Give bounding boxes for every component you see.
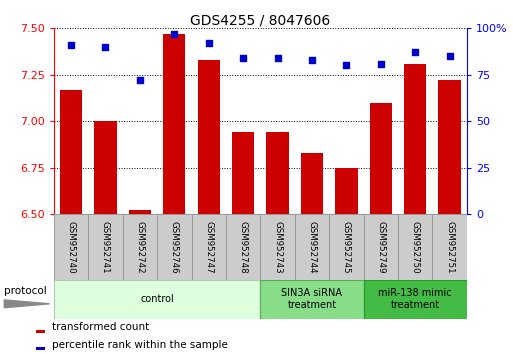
Point — [102, 44, 110, 50]
Point — [308, 57, 316, 63]
Point — [170, 31, 179, 37]
Bar — [191, 214, 226, 280]
Bar — [36, 347, 45, 350]
Bar — [36, 330, 45, 333]
Text: miR-138 mimic
treatment: miR-138 mimic treatment — [379, 288, 452, 310]
Text: GSM952740: GSM952740 — [67, 221, 75, 273]
Text: GSM952749: GSM952749 — [377, 221, 385, 273]
Text: GSM952745: GSM952745 — [342, 221, 351, 273]
Text: GSM952748: GSM952748 — [239, 221, 248, 273]
Bar — [295, 214, 329, 280]
Text: GSM952747: GSM952747 — [204, 221, 213, 273]
Text: transformed count: transformed count — [52, 322, 150, 332]
Bar — [398, 214, 432, 280]
Point — [445, 53, 453, 59]
Point — [67, 42, 75, 48]
Bar — [232, 132, 254, 214]
Point — [136, 78, 144, 83]
Text: control: control — [140, 294, 174, 304]
Polygon shape — [4, 300, 50, 308]
Text: GSM952746: GSM952746 — [170, 221, 179, 273]
Bar — [163, 34, 186, 214]
Bar — [301, 153, 323, 214]
Bar — [404, 64, 426, 214]
Bar — [266, 132, 289, 214]
Point — [377, 61, 385, 67]
Bar — [123, 214, 157, 280]
Bar — [260, 214, 295, 280]
Bar — [439, 80, 461, 214]
Text: GSM952750: GSM952750 — [411, 221, 420, 273]
Bar — [60, 90, 82, 214]
Title: GDS4255 / 8047606: GDS4255 / 8047606 — [190, 13, 330, 27]
Text: GSM952741: GSM952741 — [101, 221, 110, 273]
Bar — [54, 280, 261, 319]
Bar — [335, 168, 358, 214]
Text: GSM952742: GSM952742 — [135, 221, 144, 273]
Text: GSM952751: GSM952751 — [445, 221, 454, 273]
Point — [239, 55, 247, 61]
Point — [411, 50, 419, 55]
Text: GSM952743: GSM952743 — [273, 221, 282, 273]
Bar — [54, 214, 88, 280]
Bar — [157, 214, 191, 280]
Text: protocol: protocol — [4, 286, 47, 296]
Text: SIN3A siRNA
treatment: SIN3A siRNA treatment — [282, 288, 343, 310]
Bar — [364, 214, 398, 280]
Point — [273, 55, 282, 61]
Text: GSM952744: GSM952744 — [307, 221, 317, 273]
Bar — [88, 214, 123, 280]
Bar — [226, 214, 260, 280]
Bar — [432, 214, 467, 280]
Bar — [94, 121, 116, 214]
Bar — [260, 280, 364, 319]
Text: percentile rank within the sample: percentile rank within the sample — [52, 340, 228, 350]
Point — [205, 40, 213, 46]
Point — [342, 63, 350, 68]
Bar — [129, 211, 151, 214]
Bar — [364, 280, 467, 319]
Bar — [198, 60, 220, 214]
Bar — [369, 103, 392, 214]
Bar — [329, 214, 364, 280]
